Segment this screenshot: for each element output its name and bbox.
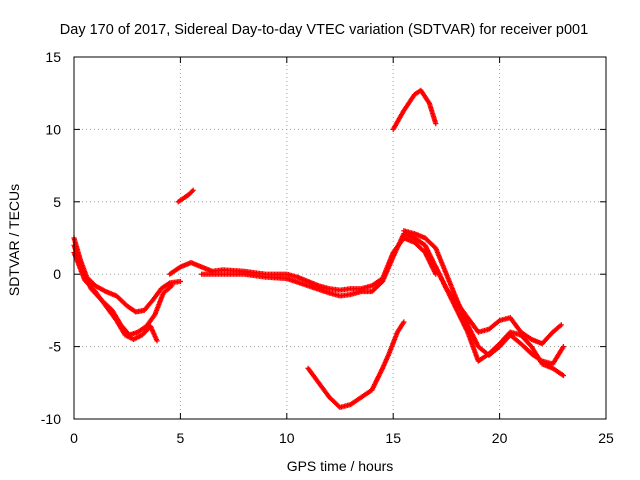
series-track-e [199,231,564,347]
x-tick-labels: 0 5 10 15 20 25 [70,430,614,446]
y-tick-label: -10 [41,411,61,427]
series-track-h [305,319,407,411]
x-tick-label: 10 [279,430,295,446]
y-tick-label: 5 [53,194,61,210]
y-tick-label: 0 [53,266,61,282]
series-track-c [71,249,160,344]
x-tick-label: 0 [70,430,78,446]
y-tick-label: -5 [49,339,62,355]
data-point [154,338,160,344]
x-tick-label: 20 [492,430,508,446]
data-point [560,344,567,350]
y-tick-label: 10 [45,121,61,137]
series-track-a [71,235,183,315]
data-point [401,319,407,325]
series-track-g [433,264,567,379]
data-point [558,322,564,328]
series-track-j [175,187,196,205]
data-point [433,121,439,127]
plot-frame [73,56,607,420]
axis-ticks [73,56,607,420]
data-point [177,278,183,285]
data-point [190,187,196,193]
x-tick-label: 15 [385,430,401,446]
chart-title: Day 170 of 2017, Sidereal Day-to-day VTE… [60,22,588,38]
y-tick-labels: -10 -5 0 5 10 15 [41,49,61,427]
y-tick-label: 15 [45,49,61,65]
x-tick-label: 5 [177,430,185,446]
grid-lines [74,57,606,419]
x-axis-label: GPS time / hours [287,458,394,474]
series-track-i [390,87,439,132]
data-point [169,283,175,289]
x-tick-label: 25 [598,430,614,446]
data-series [71,87,567,411]
data-point [560,372,567,379]
y-axis-label: SDTVAR / TECUs [6,184,22,296]
